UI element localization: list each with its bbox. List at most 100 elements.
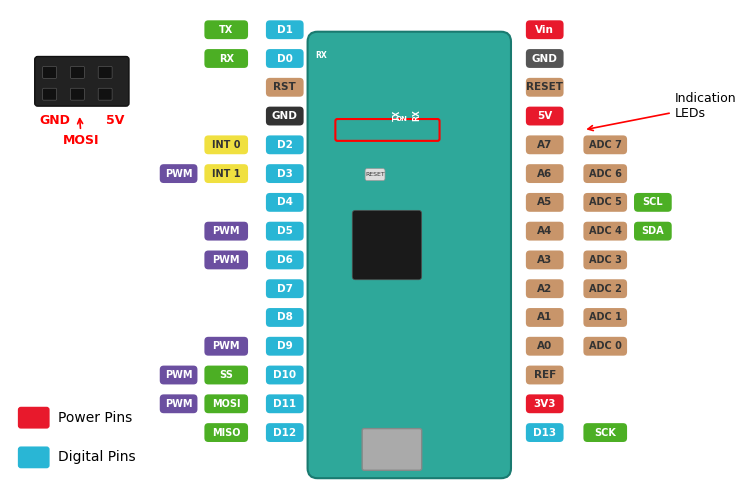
FancyBboxPatch shape <box>526 49 563 68</box>
Text: PWM: PWM <box>212 341 240 351</box>
FancyBboxPatch shape <box>584 222 627 240</box>
Text: PWM: PWM <box>165 168 192 178</box>
FancyBboxPatch shape <box>160 164 197 183</box>
Text: D2: D2 <box>277 140 292 150</box>
FancyBboxPatch shape <box>205 49 248 68</box>
Text: D12: D12 <box>273 428 296 438</box>
FancyBboxPatch shape <box>266 366 304 384</box>
Text: TX: TX <box>219 24 233 34</box>
FancyBboxPatch shape <box>362 428 422 470</box>
Text: 5V: 5V <box>537 111 552 121</box>
Text: ON: ON <box>396 116 408 122</box>
FancyBboxPatch shape <box>526 106 563 126</box>
Text: D11: D11 <box>273 399 296 409</box>
FancyBboxPatch shape <box>584 136 627 154</box>
Text: MOSI: MOSI <box>63 118 100 147</box>
FancyBboxPatch shape <box>308 32 511 478</box>
Text: RST: RST <box>274 82 296 92</box>
FancyBboxPatch shape <box>205 250 248 270</box>
FancyBboxPatch shape <box>205 222 248 240</box>
Text: A1: A1 <box>537 312 552 322</box>
Text: PWM: PWM <box>165 399 192 409</box>
FancyBboxPatch shape <box>584 308 627 327</box>
FancyBboxPatch shape <box>266 164 304 183</box>
Text: Indication
LEDs: Indication LEDs <box>588 92 736 130</box>
Text: RX: RX <box>316 51 327 60</box>
FancyBboxPatch shape <box>526 222 563 240</box>
Text: RX: RX <box>219 54 234 64</box>
FancyBboxPatch shape <box>526 193 563 212</box>
Text: A7: A7 <box>537 140 553 150</box>
Text: Digital Pins: Digital Pins <box>58 450 135 464</box>
FancyBboxPatch shape <box>205 20 248 39</box>
FancyBboxPatch shape <box>266 136 304 154</box>
Text: A5: A5 <box>537 198 552 207</box>
Text: ADC 3: ADC 3 <box>589 255 622 265</box>
Text: GND: GND <box>532 54 558 64</box>
FancyBboxPatch shape <box>70 66 84 78</box>
Text: RX: RX <box>413 109 422 121</box>
Text: D3: D3 <box>277 168 292 178</box>
Text: INT 0: INT 0 <box>212 140 241 150</box>
Text: PWM: PWM <box>212 255 240 265</box>
FancyBboxPatch shape <box>526 164 563 183</box>
Text: Vin: Vin <box>536 24 554 34</box>
Text: A0: A0 <box>537 341 552 351</box>
FancyBboxPatch shape <box>205 337 248 355</box>
Text: 5V: 5V <box>106 114 124 127</box>
Text: D10: D10 <box>273 370 296 380</box>
Text: ADC 4: ADC 4 <box>589 226 622 236</box>
FancyBboxPatch shape <box>98 88 112 100</box>
Text: SS: SS <box>219 370 233 380</box>
Text: D0: D0 <box>277 54 292 64</box>
FancyBboxPatch shape <box>266 20 304 39</box>
FancyBboxPatch shape <box>266 49 304 68</box>
FancyBboxPatch shape <box>70 88 84 100</box>
FancyBboxPatch shape <box>205 366 248 384</box>
Text: GND: GND <box>272 111 298 121</box>
FancyBboxPatch shape <box>365 168 385 180</box>
Text: RESET: RESET <box>365 172 385 177</box>
FancyBboxPatch shape <box>43 88 56 100</box>
FancyBboxPatch shape <box>205 394 248 413</box>
FancyBboxPatch shape <box>526 337 563 355</box>
Text: MISO: MISO <box>212 428 241 438</box>
Text: Power Pins: Power Pins <box>58 410 132 424</box>
FancyBboxPatch shape <box>266 106 304 126</box>
FancyBboxPatch shape <box>266 394 304 413</box>
Text: D4: D4 <box>277 198 292 207</box>
FancyBboxPatch shape <box>526 394 563 413</box>
Text: PWM: PWM <box>212 226 240 236</box>
FancyBboxPatch shape <box>584 337 627 355</box>
FancyBboxPatch shape <box>584 423 627 442</box>
Text: D9: D9 <box>277 341 292 351</box>
FancyBboxPatch shape <box>34 56 129 106</box>
Text: MOSI: MOSI <box>212 399 241 409</box>
Text: SDA: SDA <box>641 226 664 236</box>
Text: A4: A4 <box>537 226 553 236</box>
FancyBboxPatch shape <box>18 407 50 428</box>
Text: ADC 1: ADC 1 <box>589 312 622 322</box>
FancyBboxPatch shape <box>634 193 672 212</box>
Text: ADC 0: ADC 0 <box>589 341 622 351</box>
Text: ADC 5: ADC 5 <box>589 198 622 207</box>
FancyBboxPatch shape <box>526 136 563 154</box>
FancyBboxPatch shape <box>352 210 422 280</box>
FancyBboxPatch shape <box>266 423 304 442</box>
Text: RESET: RESET <box>526 82 563 92</box>
FancyBboxPatch shape <box>526 78 563 96</box>
FancyBboxPatch shape <box>266 308 304 327</box>
Text: TX: TX <box>316 22 327 32</box>
FancyBboxPatch shape <box>98 66 112 78</box>
FancyBboxPatch shape <box>43 66 56 78</box>
Text: REF: REF <box>533 370 556 380</box>
FancyBboxPatch shape <box>18 446 50 468</box>
FancyBboxPatch shape <box>584 280 627 298</box>
FancyBboxPatch shape <box>526 366 563 384</box>
FancyBboxPatch shape <box>526 20 563 39</box>
Text: ADC 6: ADC 6 <box>589 168 622 178</box>
Text: A6: A6 <box>537 168 552 178</box>
FancyBboxPatch shape <box>205 164 248 183</box>
Text: D13: D13 <box>533 428 556 438</box>
Text: D7: D7 <box>277 284 292 294</box>
